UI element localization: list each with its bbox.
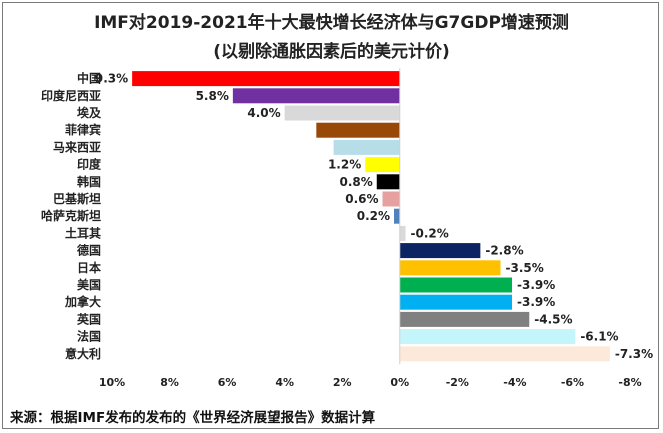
data-label: -0.2% bbox=[411, 226, 449, 240]
bar bbox=[132, 71, 400, 87]
x-tick-label: -6% bbox=[561, 376, 584, 389]
category-label: 土耳其 bbox=[65, 225, 101, 240]
data-label: 9.3% bbox=[95, 72, 128, 86]
bar bbox=[376, 174, 400, 190]
category-label: 美国 bbox=[77, 277, 101, 292]
data-label: 4.0% bbox=[247, 106, 280, 120]
category-label: 韩国 bbox=[77, 174, 101, 189]
category-label: 埃及 bbox=[77, 105, 102, 120]
bar bbox=[399, 311, 530, 327]
data-label: 0.6% bbox=[345, 192, 378, 206]
bars-layer bbox=[132, 71, 610, 362]
category-label: 英国 bbox=[77, 311, 101, 326]
category-label: 意大利 bbox=[65, 346, 101, 361]
data-label: 0.8% bbox=[339, 175, 372, 189]
bar bbox=[399, 346, 610, 362]
bar bbox=[365, 157, 400, 173]
category-label: 马来西亚 bbox=[53, 139, 101, 154]
data-label: -6.1% bbox=[580, 330, 618, 344]
data-label: -2.8% bbox=[485, 244, 523, 258]
data-label: 0.2% bbox=[357, 209, 390, 223]
bar bbox=[399, 260, 501, 276]
bar bbox=[399, 277, 513, 293]
x-tick-labels: 10% 8% 6% 4% 2% 0% -2% -4% -6% -8% bbox=[99, 376, 642, 389]
chart-subtitle: (以剔除通胀因素后的美元计价) bbox=[213, 42, 450, 62]
category-label: 印度 bbox=[77, 157, 102, 172]
data-label: -3.9% bbox=[517, 278, 555, 292]
x-tick-label: -2% bbox=[446, 376, 469, 389]
bar bbox=[394, 208, 400, 224]
data-label: 5.8% bbox=[196, 89, 229, 103]
x-tick-label: 8% bbox=[160, 376, 179, 389]
chart-title: IMF对2019-2021年十大最快增长经济体与G7GDP增速预测 bbox=[94, 13, 569, 33]
x-tick-label: -8% bbox=[618, 376, 641, 389]
x-tick-label: 4% bbox=[275, 376, 294, 389]
data-label: 1.2% bbox=[328, 158, 361, 172]
source-note: 来源：根据IMF发布的发布的《世界经济展望报告》数据计算 bbox=[10, 410, 376, 426]
category-label: 日本 bbox=[77, 260, 101, 275]
data-label: -7.3% bbox=[615, 347, 653, 361]
x-tick-label: 6% bbox=[218, 376, 237, 389]
x-tick-label: 10% bbox=[99, 376, 125, 389]
bar bbox=[232, 88, 400, 104]
bar bbox=[399, 225, 406, 241]
x-tick-label: 2% bbox=[333, 376, 352, 389]
bar bbox=[284, 105, 400, 121]
category-label: 印度尼西亚 bbox=[41, 88, 101, 103]
category-label: 德国 bbox=[77, 243, 101, 258]
x-tick-label: -4% bbox=[503, 376, 526, 389]
data-label: -3.9% bbox=[517, 295, 555, 309]
data-label: -3.5% bbox=[506, 261, 544, 275]
category-label: 法国 bbox=[77, 329, 101, 344]
data-labels: 9.3% 5.8% 4.0% 1.2% 0.8% 0.6% 0.2% -0.2% -2.8% -3… bbox=[95, 72, 653, 361]
bar bbox=[382, 191, 400, 207]
x-tick-label: 0% bbox=[390, 376, 409, 389]
category-label: 哈萨克斯坦 bbox=[41, 208, 101, 223]
bar bbox=[399, 294, 513, 310]
category-label: 加拿大 bbox=[64, 294, 101, 309]
data-label: -4.5% bbox=[534, 312, 572, 326]
category-labels: 中国印度尼西亚埃及菲律宾马来西亚印度韩国巴基斯坦哈萨克斯坦土耳其德国日本美国加拿… bbox=[41, 71, 102, 361]
bar bbox=[399, 243, 481, 259]
category-label: 巴基斯坦 bbox=[53, 191, 101, 206]
category-label: 菲律宾 bbox=[65, 122, 101, 137]
category-label: 中国 bbox=[77, 71, 101, 86]
bar bbox=[316, 122, 400, 138]
bar bbox=[399, 329, 576, 345]
bar bbox=[333, 139, 400, 155]
